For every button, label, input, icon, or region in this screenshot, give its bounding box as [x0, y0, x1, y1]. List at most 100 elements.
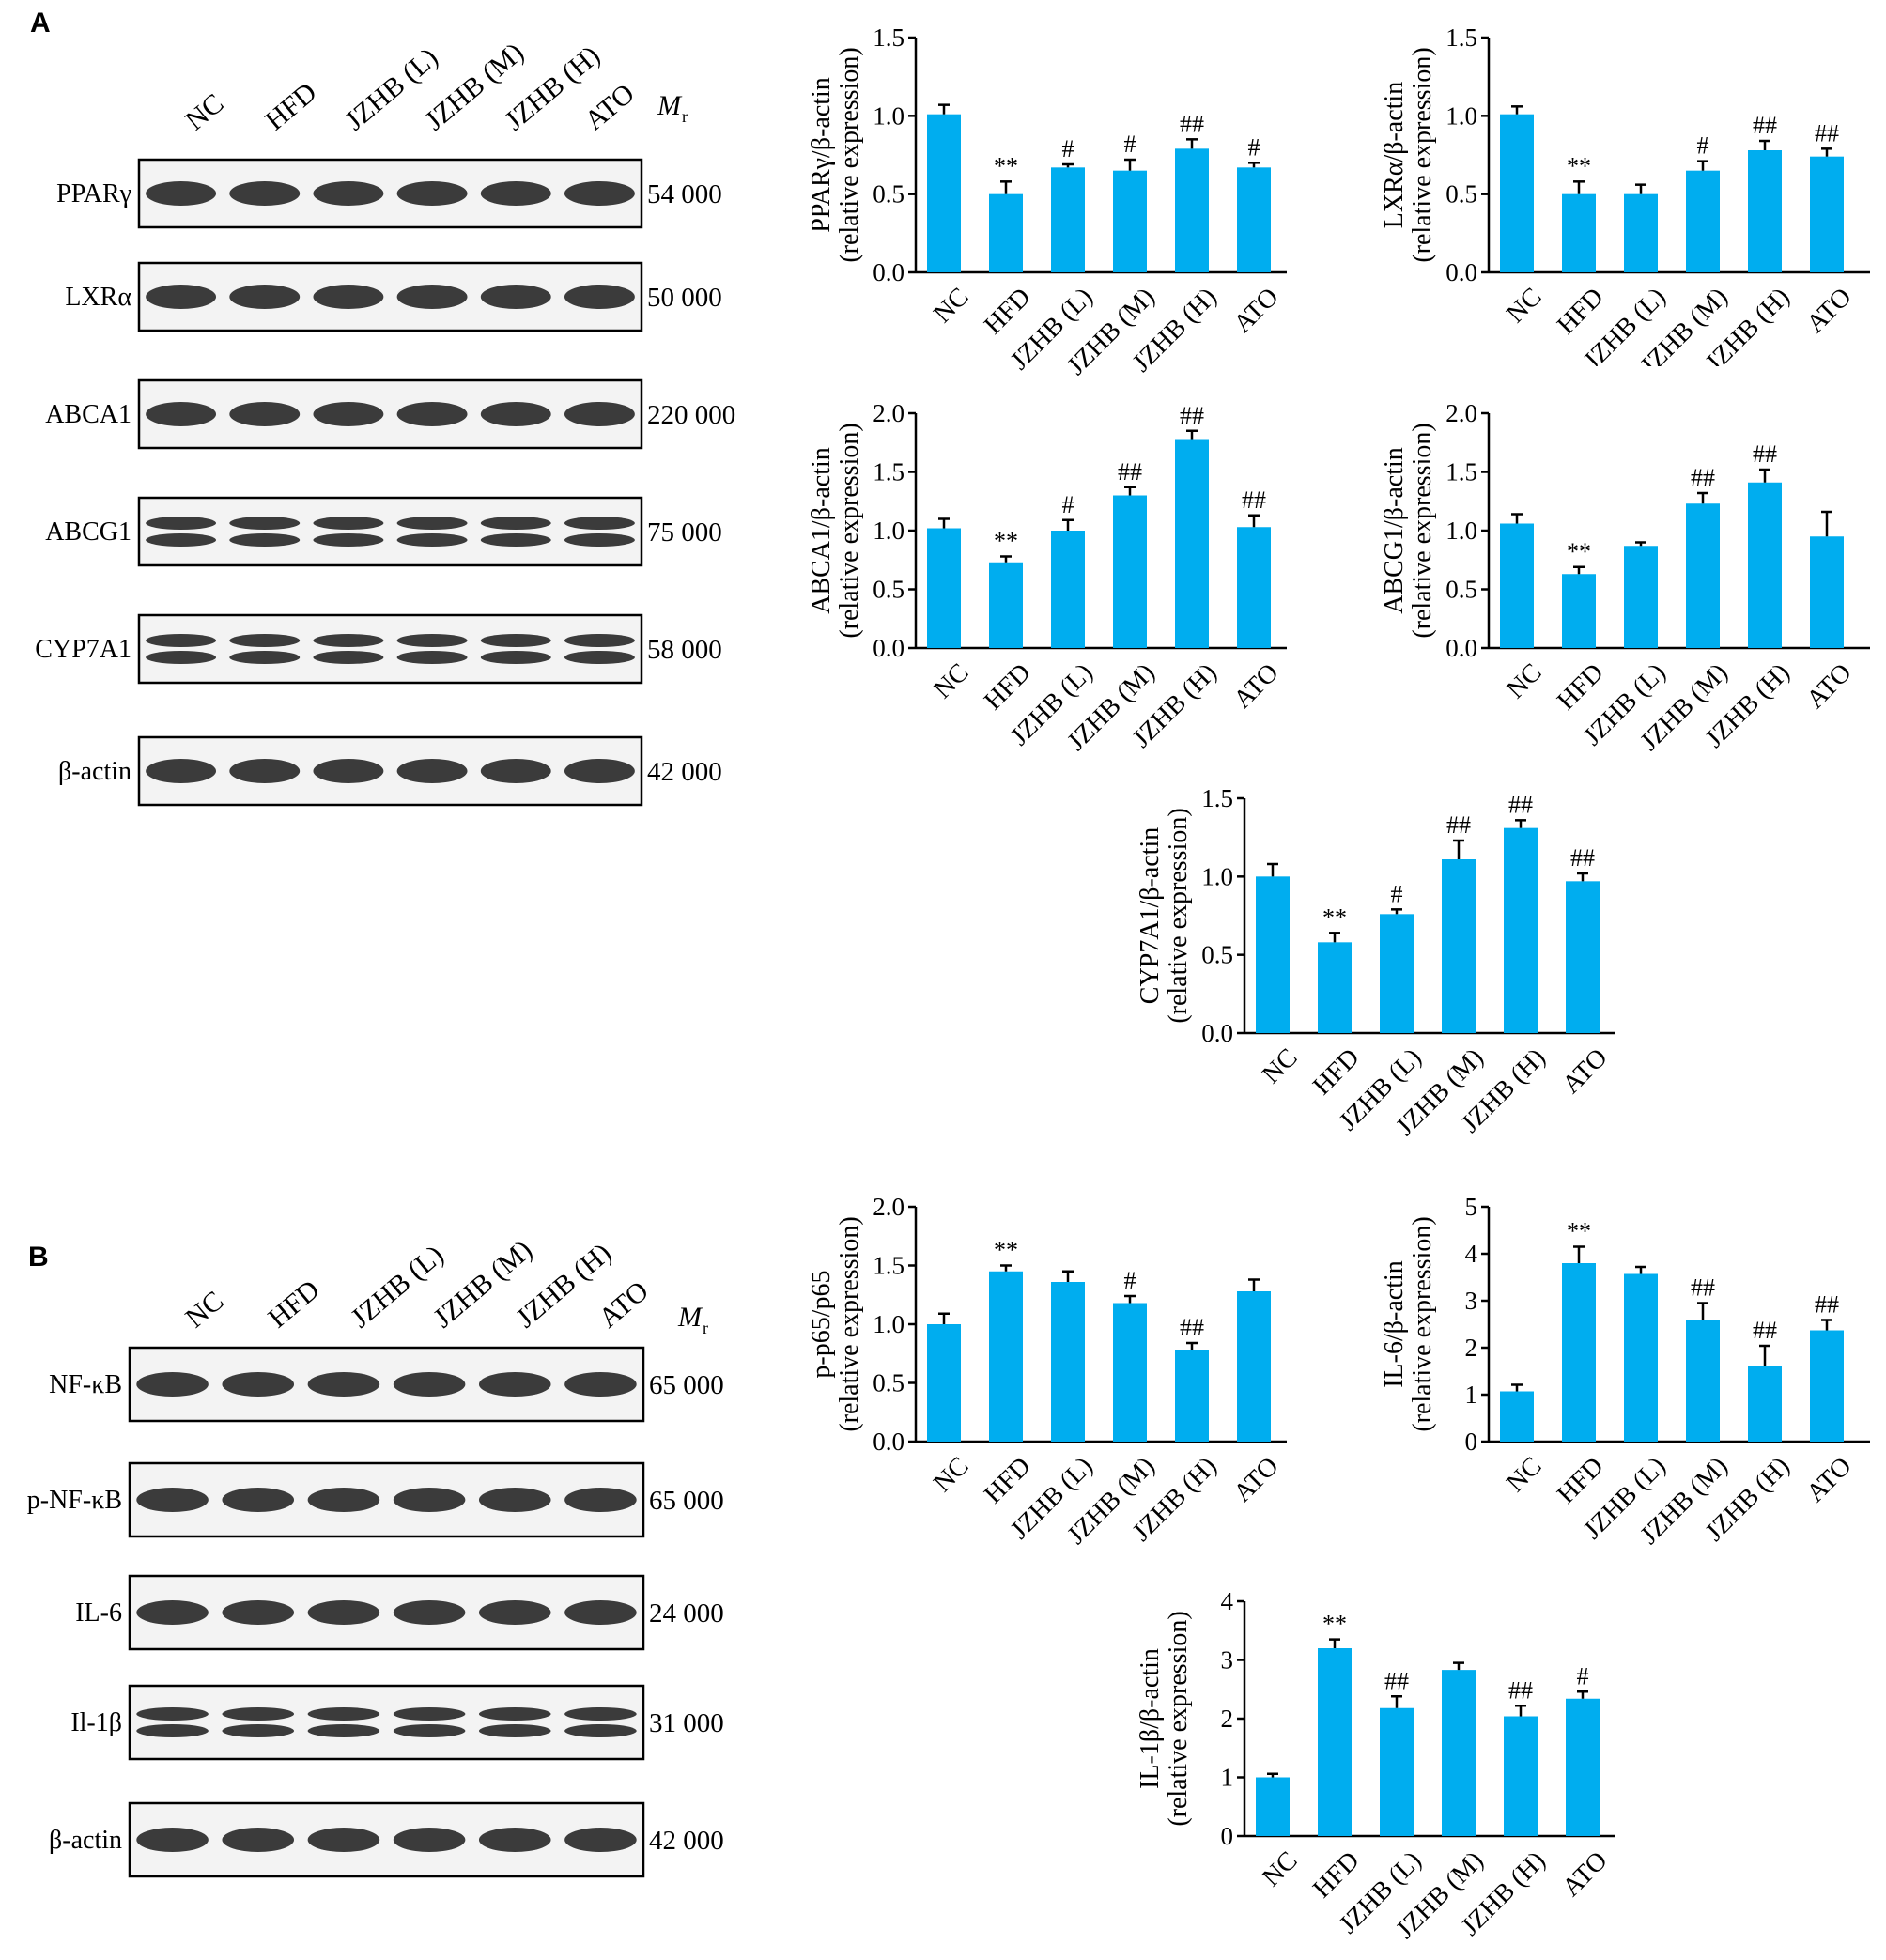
- y-tick-label: 0.5: [873, 1369, 904, 1397]
- y-tick-label: 1: [1465, 1381, 1478, 1409]
- protein-band: [307, 1600, 380, 1625]
- y-axis-label-sub: (relative expression): [835, 47, 864, 262]
- lane-label: JZHB (L): [345, 1240, 449, 1335]
- significance-mark: ##: [1753, 1317, 1777, 1344]
- protein-band: [307, 1372, 380, 1397]
- y-tick-label: 4: [1465, 1240, 1478, 1268]
- protein-band: [307, 1488, 380, 1512]
- bar: [1256, 1777, 1290, 1836]
- mr-label: M: [677, 1302, 703, 1333]
- blot-row: β-actin 42 000: [49, 1801, 724, 1878]
- protein-band: [564, 402, 635, 426]
- y-axis-label: IL-6/β-actin: [1380, 1260, 1409, 1388]
- y-tick-label: 3: [1465, 1287, 1478, 1315]
- significance-mark: **: [1322, 903, 1347, 931]
- molecular-weight-label: 75 000: [647, 517, 722, 548]
- bar: [1810, 1330, 1844, 1442]
- y-tick-label: 1.0: [1445, 517, 1477, 545]
- bar: [1562, 1263, 1596, 1442]
- y-tick-label: 0.0: [873, 258, 904, 286]
- protein-band: [222, 1828, 295, 1852]
- y-axis-label-sub: (relative expression): [1408, 1216, 1437, 1431]
- significance-mark: #: [1062, 491, 1074, 518]
- blot-row: β-actin 42 000: [58, 735, 722, 807]
- protein-band: [229, 181, 301, 206]
- x-tick-label: ATO: [1228, 658, 1284, 715]
- protein-label: ABCA1: [45, 400, 131, 429]
- y-tick-label: 1.5: [873, 23, 904, 52]
- bar: [1686, 1320, 1720, 1442]
- significance-mark: **: [994, 1237, 1018, 1264]
- protein-band: [222, 1488, 295, 1512]
- protein-band: [396, 634, 468, 647]
- panel-letter-b: B: [28, 1242, 49, 1273]
- protein-band: [564, 1372, 637, 1397]
- y-axis-label: ABCA1/β-actin: [807, 447, 836, 614]
- panel-letter-a: A: [30, 8, 51, 39]
- y-axis-label-sub: (relative expression): [1408, 47, 1437, 262]
- x-tick-label: NC: [1501, 1452, 1547, 1498]
- y-axis-label-sub: (relative expression): [1164, 808, 1193, 1023]
- protein-band: [136, 1828, 209, 1852]
- y-tick-label: 5: [1465, 1193, 1478, 1221]
- significance-mark: ##: [1118, 458, 1142, 486]
- bar: [1051, 1282, 1085, 1442]
- chart-ppar-gamma: 0.0 0.5 1.0 1.5 PPARγ/β-actin (relative expre…: [807, 23, 1287, 376]
- molecular-weight-label: 54 000: [647, 179, 722, 209]
- x-tick-label: ATO: [1556, 1846, 1613, 1903]
- blot-membrane: [137, 613, 643, 685]
- protein-band: [480, 634, 551, 647]
- protein-band: [313, 402, 384, 426]
- y-tick-label: 1.5: [873, 1252, 904, 1280]
- significance-mark: ##: [1180, 110, 1204, 137]
- significance-mark: ##: [1570, 844, 1595, 872]
- bar: [1504, 1716, 1538, 1836]
- x-tick-label: NC: [1501, 283, 1547, 329]
- protein-band: [222, 1600, 295, 1625]
- protein-label: IL-6: [75, 1598, 122, 1628]
- protein-band: [146, 517, 217, 530]
- protein-band: [480, 181, 551, 206]
- x-tick-label: NC: [1501, 658, 1547, 704]
- mr-label: M: [657, 90, 683, 121]
- y-tick-label: 0.0: [873, 1428, 904, 1456]
- molecular-weight-label: 58 000: [647, 635, 722, 665]
- y-tick-label: 2: [1221, 1705, 1234, 1733]
- bar: [1237, 167, 1271, 272]
- blot-row: LXRα 50 000: [65, 261, 722, 332]
- protein-band: [222, 1707, 295, 1721]
- bar: [1624, 1273, 1658, 1442]
- bar: [927, 1324, 961, 1442]
- protein-band: [393, 1488, 466, 1512]
- protein-band: [478, 1372, 551, 1397]
- x-tick-label: ATO: [1801, 658, 1857, 715]
- bar: [1051, 531, 1085, 648]
- blot-row: CYP7A1 58 000: [35, 613, 722, 685]
- x-tick-label: NC: [1257, 1846, 1303, 1892]
- bar: [1562, 193, 1596, 272]
- protein-label: ABCG1: [45, 517, 131, 547]
- protein-band: [478, 1600, 551, 1625]
- molecular-weight-label: 31 000: [649, 1708, 724, 1738]
- protein-band: [396, 533, 468, 547]
- protein-band: [564, 1707, 637, 1721]
- significance-mark: ##: [1753, 112, 1777, 139]
- y-tick-label: 0: [1465, 1428, 1478, 1456]
- mr-subscript: r: [703, 1319, 708, 1337]
- blot-row: Il-1β 31 000: [70, 1684, 724, 1761]
- significance-mark: ##: [1815, 1291, 1839, 1319]
- bar: [1051, 167, 1085, 272]
- protein-band: [307, 1724, 380, 1737]
- y-tick-label: 1.5: [1445, 23, 1477, 52]
- molecular-weight-label: 220 000: [647, 400, 735, 430]
- chart-lxr-alpha: 0.0 0.5 1.0 1.5 LXRα/β-actin (relative expres…: [1380, 23, 1870, 366]
- y-axis-label: p-p65/p65: [807, 1270, 836, 1378]
- significance-mark: ##: [1691, 464, 1715, 491]
- protein-band: [313, 517, 384, 530]
- bar: [1175, 1350, 1209, 1442]
- significance-mark: ##: [1180, 1314, 1204, 1341]
- blot-membrane: [137, 735, 643, 807]
- blot-membrane: [128, 1574, 645, 1651]
